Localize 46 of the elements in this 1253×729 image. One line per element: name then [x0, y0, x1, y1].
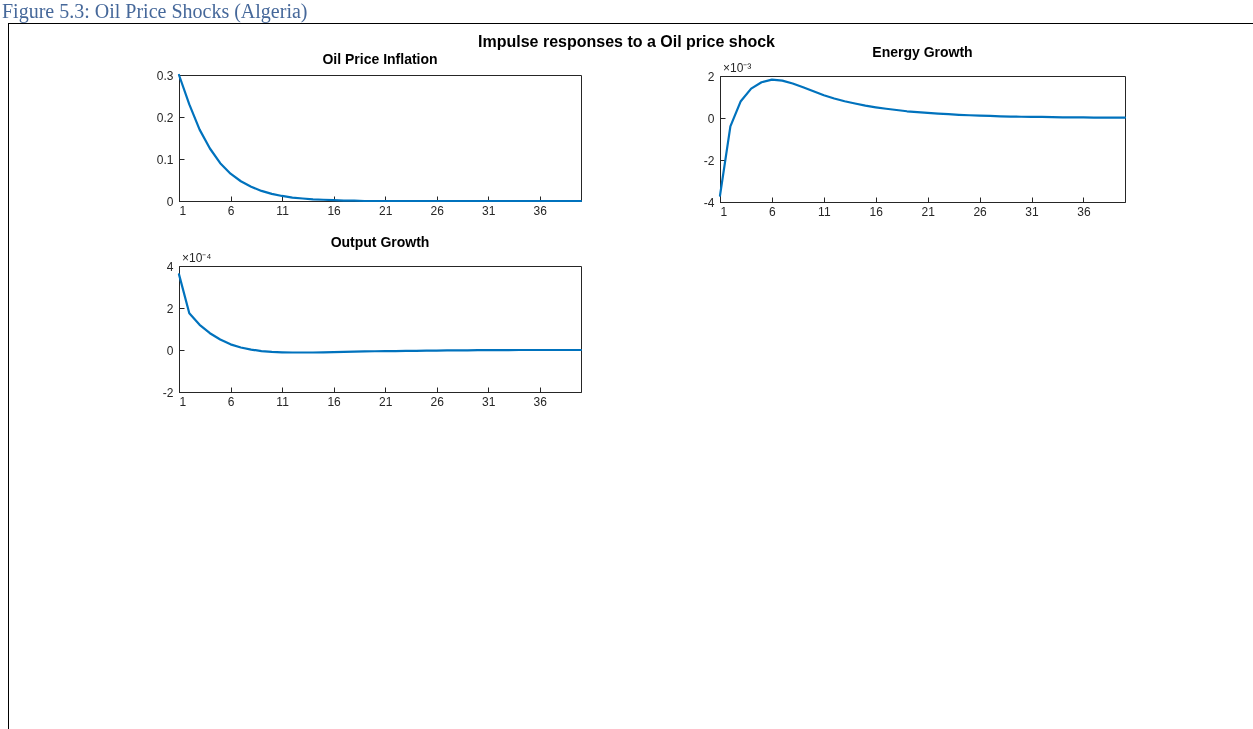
- y-tick-label: 0.3: [156, 68, 174, 83]
- x-tick-label: 31: [1025, 204, 1040, 219]
- x-tick-label: 36: [1077, 204, 1091, 219]
- x-tick-label: 26: [973, 204, 988, 219]
- y-tick-label: 0: [707, 111, 715, 126]
- caption: Figure 5.3: Oil Price Shocks (Algeria): [2, 0, 308, 22]
- line-series: [177, 273, 583, 354]
- x-tick-label: 31: [482, 394, 496, 409]
- line-series: [718, 78, 1127, 197]
- y-tick-label: -2: [162, 385, 174, 400]
- x-tick-label: 6: [227, 203, 235, 218]
- y-tick-label: -4: [703, 195, 715, 210]
- chart-title: Oil Price Inflation: [322, 51, 438, 67]
- x-tick-label: 1: [179, 203, 187, 218]
- x-tick-label: 11: [818, 204, 831, 219]
- x-tick-label: 26: [430, 394, 445, 409]
- x-tick-label: 6: [227, 394, 235, 409]
- x-tick-label: 21: [378, 203, 393, 218]
- x-tick-label: 16: [327, 203, 342, 218]
- y-tick-label: 0.1: [156, 152, 174, 167]
- line-series: [177, 73, 583, 203]
- x-tick-label: 36: [533, 203, 548, 218]
- chart-title: Output Growth: [330, 234, 430, 250]
- y-tick-label: 2: [166, 301, 174, 316]
- x-tick-label: 16: [869, 204, 884, 219]
- x-tick-label: 21: [378, 394, 393, 409]
- text: ×10⁻⁴: [182, 251, 212, 265]
- y-tick-label: 0.2: [156, 110, 174, 125]
- text: ×10⁻³: [723, 61, 752, 75]
- y-tick-label: -2: [703, 153, 715, 168]
- x-tick-label: 21: [921, 204, 936, 219]
- x-tick-label: 36: [533, 394, 548, 409]
- x-tick-label: 1: [720, 204, 728, 219]
- x-tick-label: 6: [769, 204, 777, 219]
- x-tick-label: 31: [482, 203, 496, 218]
- x-tick-label: 16: [327, 394, 342, 409]
- y-tick-label: 0: [166, 343, 174, 358]
- x-tick-label: 1: [179, 394, 187, 409]
- text: Impulse responses to a Oil price shock: [478, 33, 775, 50]
- y-tick-label: 0: [166, 194, 174, 209]
- y-tick-label: 2: [707, 69, 715, 84]
- x-tick-label: 26: [430, 203, 445, 218]
- x-tick-label: 11: [276, 203, 290, 218]
- y-tick-label: 4: [166, 259, 174, 274]
- chart-title: Energy Growth: [872, 44, 973, 60]
- x-tick-label: 11: [276, 394, 290, 409]
